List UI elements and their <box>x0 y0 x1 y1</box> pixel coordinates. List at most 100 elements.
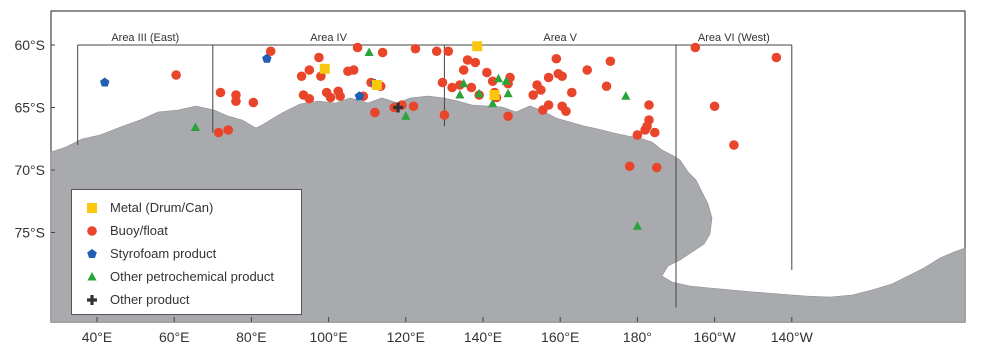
buoy-marker <box>536 85 546 95</box>
legend-item: Styrofoam product <box>82 242 301 265</box>
buoy-marker <box>370 107 380 118</box>
petrochemical-marker <box>364 47 374 56</box>
latitude-tick-label: 65°S <box>14 100 45 116</box>
latitude-tick-label: 75°S <box>14 225 45 241</box>
petrochemical-marker <box>632 221 642 230</box>
buoy-marker <box>470 57 481 68</box>
buoy-marker <box>566 87 577 98</box>
longitude-tick-label: 40°E <box>82 329 113 345</box>
legend-symbol <box>87 202 97 213</box>
buoy-marker <box>601 81 612 92</box>
legend-item: Other product <box>82 288 301 311</box>
legend-item: Other petrochemical product <box>82 265 301 288</box>
buoy-marker <box>557 71 567 82</box>
buoy-marker <box>304 65 315 75</box>
buoy-marker <box>377 47 388 58</box>
buoy-marker <box>171 70 181 80</box>
legend-item: Buoy/float <box>82 219 301 242</box>
longitude-tick-label: 80°E <box>236 329 267 345</box>
buoy-marker <box>561 106 571 117</box>
petrochemical-marker <box>459 78 469 88</box>
petrochemical-marker <box>493 73 504 83</box>
legend-symbol <box>87 225 97 236</box>
buoy-marker <box>551 53 562 64</box>
buoy-marker <box>582 65 593 75</box>
legend-symbol <box>87 271 97 280</box>
longitude-tick-label: 140°E <box>464 329 502 345</box>
buoy-marker <box>304 93 315 104</box>
metal-marker <box>472 41 483 52</box>
buoy-marker <box>296 71 307 82</box>
buoy-marker <box>624 161 635 172</box>
buoy-marker <box>644 100 654 110</box>
buoy-marker <box>325 92 336 103</box>
legend-item: Metal (Drum/Can) <box>82 196 301 219</box>
buoy-marker <box>644 115 654 125</box>
legend-label: Other product <box>110 292 190 307</box>
legend-symbol <box>87 294 97 305</box>
styrofoam-marker <box>262 53 272 63</box>
styrofoam-marker <box>100 77 110 87</box>
buoy-marker <box>543 100 554 110</box>
circle-legend-icon <box>87 225 97 236</box>
buoy-marker <box>543 72 554 83</box>
buoy-marker <box>348 65 359 75</box>
buoy-marker <box>466 82 477 93</box>
buoy-marker <box>690 42 701 53</box>
buoy-marker <box>632 130 643 140</box>
petrochemical-marker <box>488 98 498 108</box>
axis-labels: 60°S 65°S 70°S 75°S 40°E 60°E 80°E 100°E 120°E 14… <box>14 37 813 345</box>
longitude-tick-label: 140°W <box>771 329 814 345</box>
pentagon-legend-icon <box>87 248 97 258</box>
buoy-marker <box>437 77 448 88</box>
buoy-marker <box>213 127 224 138</box>
longitude-tick-label: 160°E <box>541 329 579 345</box>
longitude-tick-label: 60°E <box>159 329 190 345</box>
latitude-tick-label: 60°S <box>14 37 45 53</box>
metal-marker <box>319 63 330 74</box>
metal-marker <box>489 90 500 100</box>
legend-label: Other petrochemical product <box>110 269 275 284</box>
longitude-tick-label: 160°W <box>694 329 737 345</box>
metal-marker <box>371 80 382 90</box>
buoy-marker <box>408 101 419 112</box>
buoy-marker <box>215 87 226 98</box>
buoy-marker <box>447 82 457 93</box>
legend: Metal (Drum/Can) Buoy/float Styrofoam prod… <box>71 189 302 315</box>
legend-label: Styrofoam product <box>110 246 217 261</box>
area-label: Area IV <box>310 32 347 44</box>
buoy-marker <box>316 71 326 82</box>
area-label: Area VI (West) <box>698 32 770 44</box>
buoy-marker <box>223 125 234 135</box>
styrofoam-marker <box>354 91 365 101</box>
buoy-marker <box>528 90 538 100</box>
area-label: Area III (East) <box>111 32 179 44</box>
buoy-marker <box>649 127 660 138</box>
buoy-marker <box>605 56 616 67</box>
petrochemical-marker <box>503 88 513 98</box>
petrochemical-marker <box>455 90 465 99</box>
longitude-tick-label: 100°E <box>309 329 347 345</box>
square-legend-icon <box>87 202 97 213</box>
area-boundaries: Area III (East) Area IV Area V Area VI (Wes… <box>77 32 793 308</box>
legend-label: Metal (Drum/Can) <box>110 200 214 215</box>
latitude-tick-label: 70°S <box>14 162 45 178</box>
buoy-marker <box>443 46 454 57</box>
other-product-marker <box>393 102 404 113</box>
buoy-marker <box>482 67 492 78</box>
buoy-marker <box>503 111 513 122</box>
triangle-legend-icon <box>87 271 97 280</box>
longitude-tick-label: 120°E <box>387 329 425 345</box>
petrochemical-marker <box>501 76 511 85</box>
area-label: Area V <box>543 32 577 44</box>
petrochemical-marker <box>190 122 201 131</box>
buoy-marker <box>458 65 469 75</box>
petrochemical-marker <box>401 111 411 120</box>
buoy-marker <box>231 96 241 107</box>
buoy-marker <box>729 140 739 150</box>
buoy-marker <box>335 91 345 102</box>
buoy-marker <box>431 46 442 57</box>
debris-markers <box>100 41 782 230</box>
longitude-tick-label: 180° <box>623 329 652 345</box>
buoy-marker <box>314 52 324 63</box>
